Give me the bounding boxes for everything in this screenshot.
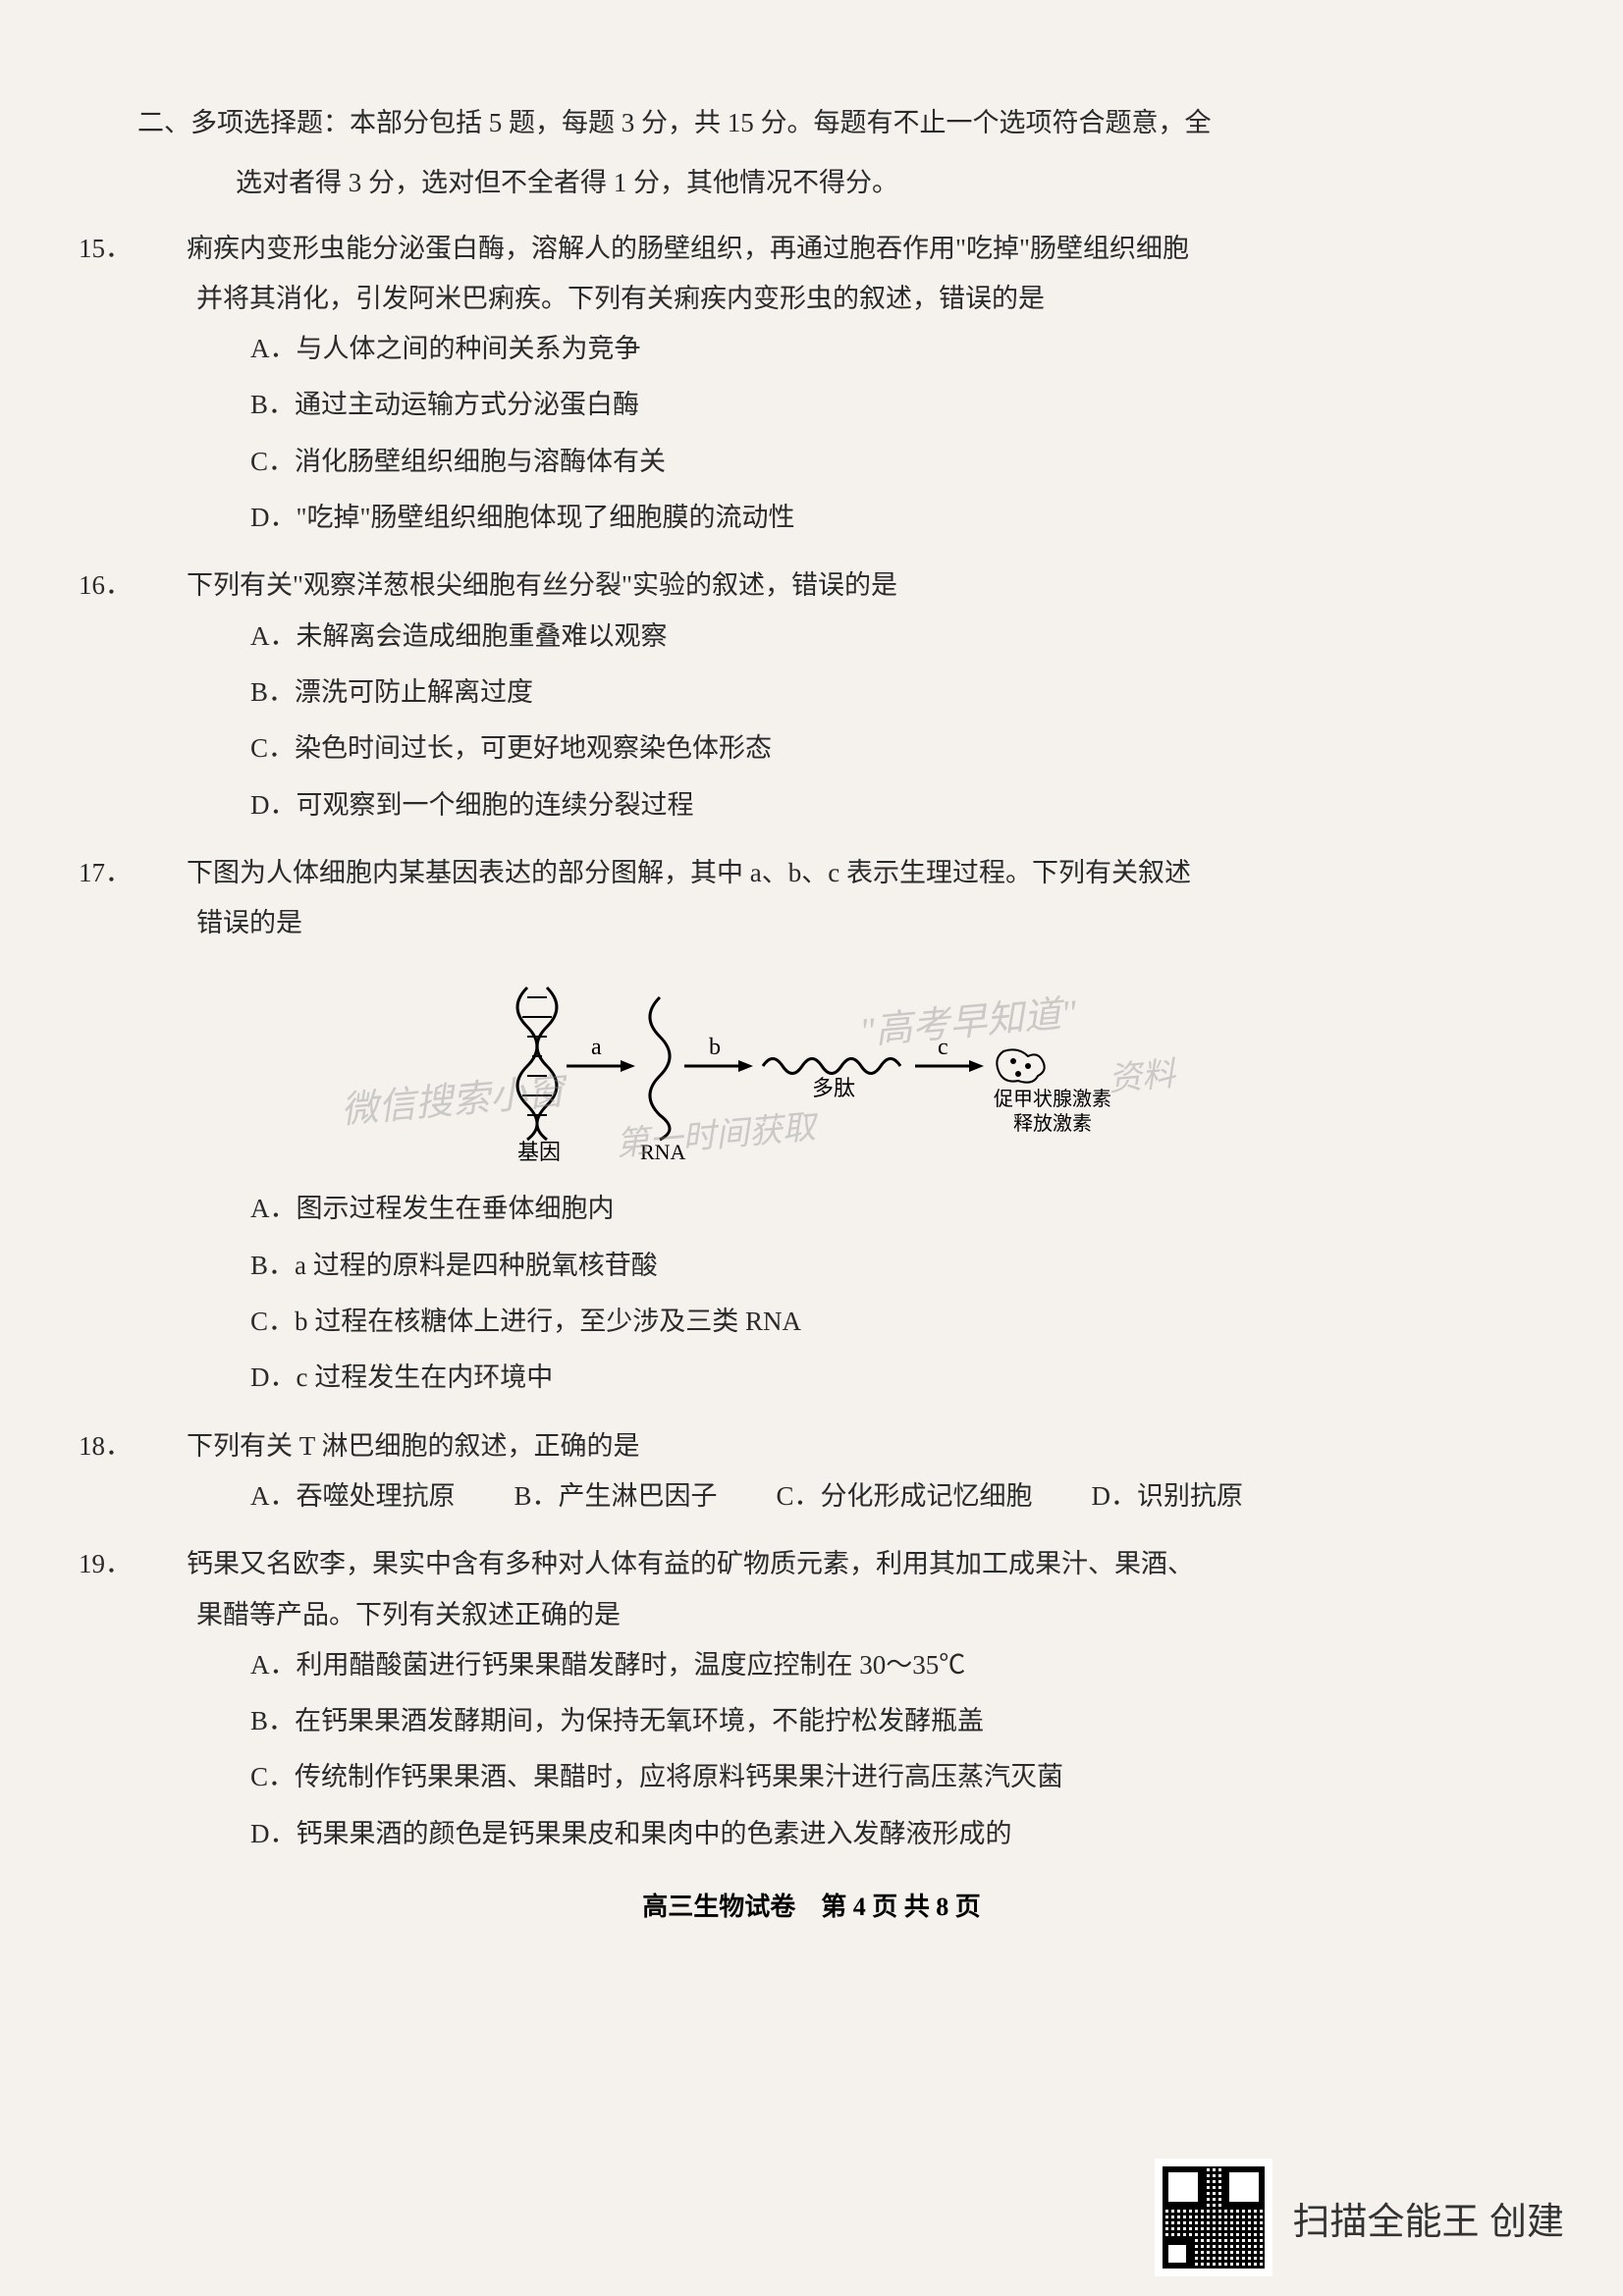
- q18-num: 18．: [137, 1421, 187, 1471]
- q19-text-line1: 19．钙果又名欧李，果实中含有多种对人体有益的矿物质元素，利用其加工成果汁、果酒…: [137, 1539, 1486, 1589]
- gene-diagram-container: "高考早知道" 微信搜索小窗 第一时间获取 资料: [137, 968, 1486, 1164]
- question-18: 18．下列有关 T 淋巴细胞的叙述，正确的是 A．吞噬处理抗原 B．产生淋巴因子…: [137, 1421, 1486, 1522]
- q16-num: 16．: [137, 561, 187, 611]
- q19-option-b: B．在钙果果酒发酵期间，为保持无氧环境，不能拧松发酵瓶盖: [137, 1696, 1486, 1746]
- q18-option-b: B．产生淋巴因子: [514, 1471, 718, 1522]
- diagram-label-c: c: [938, 1035, 948, 1060]
- q16-option-b: B．漂洗可防止解离过度: [137, 667, 1486, 718]
- q17-num: 17．: [137, 848, 187, 898]
- qrcode-icon: [1155, 2159, 1272, 2276]
- diagram-label-polypeptide: 多肽: [812, 1076, 855, 1100]
- diagram-label-hormone1: 促甲状腺激素: [994, 1088, 1111, 1110]
- q15-option-d: D．"吃掉"肠壁组织细胞体现了细胞膜的流动性: [137, 493, 1486, 543]
- section-header-line1: 二、多项选择题：本部分包括 5 题，每题 3 分，共 15 分。每题有不止一个选…: [137, 98, 1486, 148]
- q15-option-a: A．与人体之间的种间关系为竞争: [137, 324, 1486, 374]
- q17-option-b: B．a 过程的原料是四种脱氧核苷酸: [137, 1241, 1486, 1291]
- q19-option-d: D．钙果果酒的颜色是钙果果皮和果肉中的色素进入发酵液形成的: [137, 1809, 1486, 1859]
- diagram-label-hormone2: 释放激素: [1013, 1112, 1092, 1135]
- q18-option-d: D．识别抗原: [1092, 1471, 1244, 1522]
- q17-text-line2: 错误的是: [137, 898, 1486, 948]
- q16-option-a: A．未解离会造成细胞重叠难以观察: [137, 612, 1486, 662]
- diagram-label-gene: 基因: [517, 1140, 561, 1164]
- question-15: 15．痢疾内变形虫能分泌蛋白酶，溶解人的肠壁组织，再通过胞吞作用"吃掉"肠壁组织…: [137, 224, 1486, 544]
- q18-text-content: 下列有关 T 淋巴细胞的叙述，正确的是: [187, 1431, 640, 1461]
- page-content: 二、多项选择题：本部分包括 5 题，每题 3 分，共 15 分。每题有不止一个选…: [137, 98, 1486, 1859]
- q16-option-c: C．染色时间过长，可更好地观察染色体形态: [137, 723, 1486, 774]
- q19-option-a: A．利用醋酸菌进行钙果果醋发酵时，温度应控制在 30～35℃: [137, 1640, 1486, 1690]
- gene-expression-svg: a b c: [468, 968, 1156, 1164]
- scan-text: 扫描全能王 创建: [1292, 2191, 1564, 2245]
- bottom-bar: 扫描全能王 创建: [1155, 2159, 1564, 2276]
- q17-text-line1: 17．下图为人体细胞内某基因表达的部分图解，其中 a、b、c 表示生理过程。下列…: [137, 848, 1486, 898]
- q18-option-c: C．分化形成记忆细胞: [777, 1471, 1033, 1522]
- q16-text: 16．下列有关"观察洋葱根尖细胞有丝分裂"实验的叙述，错误的是: [137, 561, 1486, 611]
- q15-text-line2: 并将其消化，引发阿米巴痢疾。下列有关痢疾内变形虫的叙述，错误的是: [137, 274, 1486, 324]
- q17-line1-text: 下图为人体细胞内某基因表达的部分图解，其中 a、b、c 表示生理过程。下列有关叙…: [187, 858, 1191, 887]
- q16-text-content: 下列有关"观察洋葱根尖细胞有丝分裂"实验的叙述，错误的是: [187, 570, 897, 600]
- q18-text: 18．下列有关 T 淋巴细胞的叙述，正确的是: [137, 1421, 1486, 1471]
- section-header-line2: 选对者得 3 分，选对但不全者得 1 分，其他情况不得分。: [137, 158, 1486, 208]
- q15-option-b: B．通过主动运输方式分泌蛋白酶: [137, 380, 1486, 430]
- question-19: 19．钙果又名欧李，果实中含有多种对人体有益的矿物质元素，利用其加工成果汁、果酒…: [137, 1539, 1486, 1859]
- q19-line1-text: 钙果又名欧李，果实中含有多种对人体有益的矿物质元素，利用其加工成果汁、果酒、: [187, 1549, 1194, 1578]
- q18-options-row: A．吞噬处理抗原 B．产生淋巴因子 C．分化形成记忆细胞 D．识别抗原: [137, 1471, 1486, 1522]
- gene-diagram: "高考早知道" 微信搜索小窗 第一时间获取 资料: [468, 968, 1156, 1164]
- q19-option-c: C．传统制作钙果果酒、果醋时，应将原料钙果果汁进行高压蒸汽灭菌: [137, 1752, 1486, 1802]
- q15-text-line1: 15．痢疾内变形虫能分泌蛋白酶，溶解人的肠壁组织，再通过胞吞作用"吃掉"肠壁组织…: [137, 224, 1486, 274]
- q16-option-d: D．可观察到一个细胞的连续分裂过程: [137, 780, 1486, 830]
- diagram-label-a: a: [591, 1035, 602, 1060]
- q15-num: 15．: [137, 224, 187, 274]
- q19-num: 19．: [137, 1539, 187, 1589]
- diagram-label-rna: RNA: [640, 1140, 686, 1164]
- q15-line1-text: 痢疾内变形虫能分泌蛋白酶，溶解人的肠壁组织，再通过胞吞作用"吃掉"肠壁组织细胞: [187, 234, 1189, 263]
- q18-option-a: A．吞噬处理抗原: [250, 1471, 456, 1522]
- page-footer: 高三生物试卷 第 4 页 共 8 页: [0, 1887, 1623, 1923]
- diagram-label-b: b: [709, 1035, 721, 1060]
- question-16: 16．下列有关"观察洋葱根尖细胞有丝分裂"实验的叙述，错误的是 A．未解离会造成…: [137, 561, 1486, 829]
- q17-option-c: C．b 过程在核糖体上进行，至少涉及三类 RNA: [137, 1297, 1486, 1347]
- q19-text-line2: 果醋等产品。下列有关叙述正确的是: [137, 1590, 1486, 1640]
- q17-option-d: D．c 过程发生在内环境中: [137, 1353, 1486, 1403]
- q15-option-c: C．消化肠壁组织细胞与溶酶体有关: [137, 437, 1486, 487]
- q17-option-a: A．图示过程发生在垂体细胞内: [137, 1184, 1486, 1234]
- question-17: 17．下图为人体细胞内某基因表达的部分图解，其中 a、b、c 表示生理过程。下列…: [137, 848, 1486, 1404]
